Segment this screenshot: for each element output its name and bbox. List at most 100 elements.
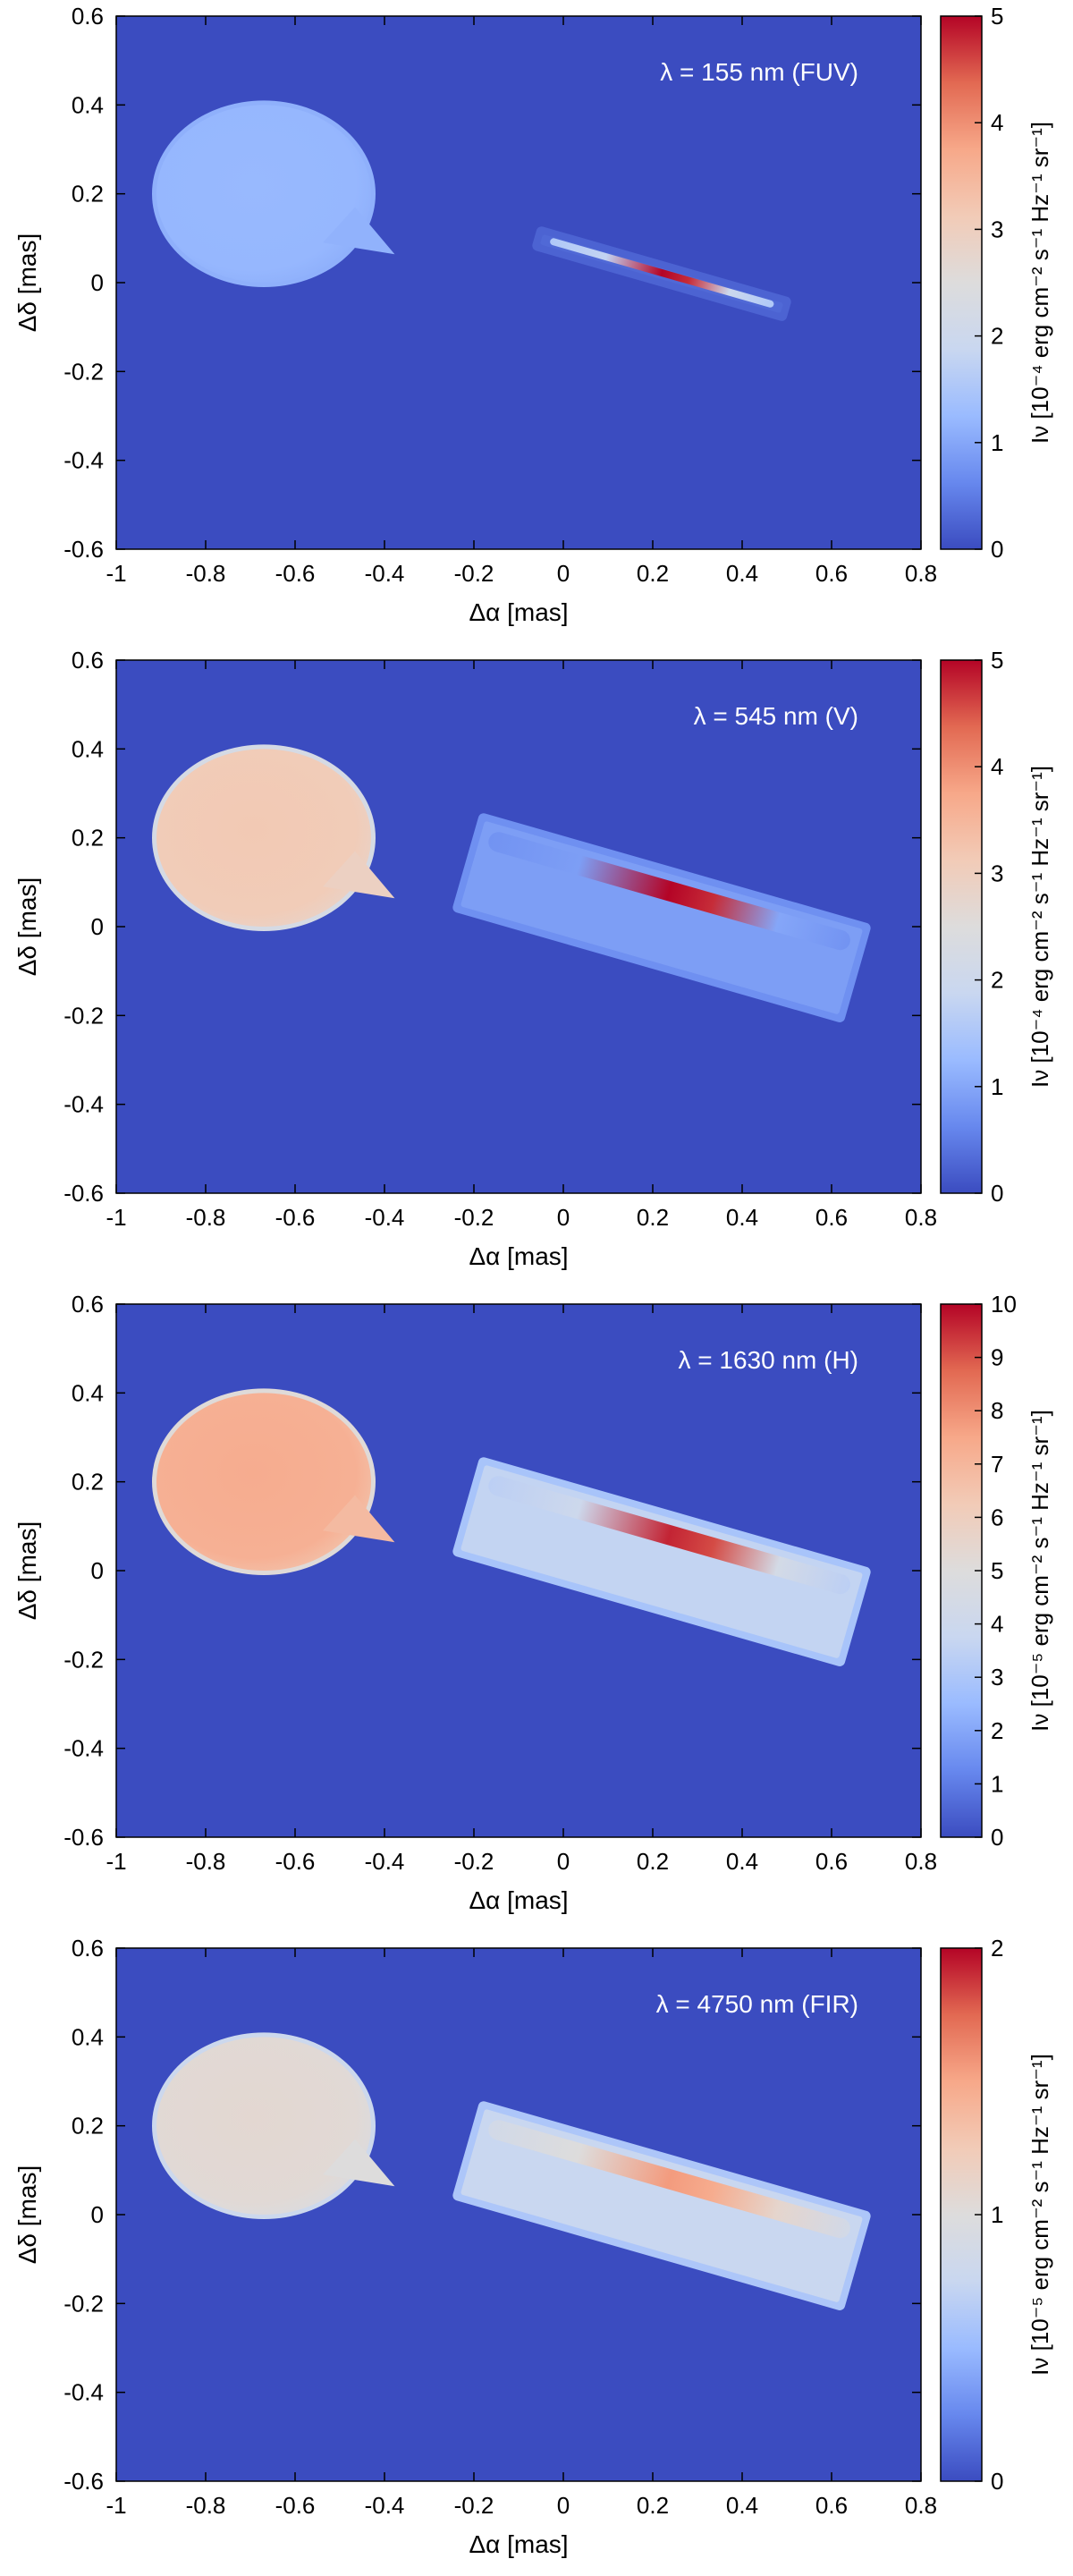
disk-group bbox=[452, 813, 871, 1022]
y-axis-label: Δδ [mas] bbox=[13, 233, 41, 333]
colorbar-tick-label: 6 bbox=[991, 1504, 1003, 1530]
x-tick-label: 0.6 bbox=[815, 560, 848, 587]
colorbar-label: Iν [10⁻⁴ erg cm⁻² s⁻¹ Hz⁻¹ sr⁻¹] bbox=[1027, 122, 1053, 444]
star-blob bbox=[156, 749, 371, 927]
y-tick-label: -0.4 bbox=[63, 1091, 104, 1118]
colorbar-tick-label: 3 bbox=[991, 216, 1003, 242]
x-tick-label: 0.8 bbox=[905, 1848, 937, 1875]
x-tick-label: -0.6 bbox=[275, 560, 316, 587]
y-tick-label: 0 bbox=[91, 2201, 104, 2228]
x-tick-label: 0.2 bbox=[637, 1204, 669, 1231]
chart-panel-3: -1 -0.8 -0.6 -0.4 -0.2 0 0.2 0.4 0.6 0.8 0.6 0.4 0.2… bbox=[13, 1291, 1053, 1914]
x-tick-label: -1 bbox=[106, 1204, 126, 1231]
y-axis-label: Δδ [mas] bbox=[13, 877, 41, 977]
y-axis-label: Δδ [mas] bbox=[13, 2165, 41, 2265]
x-tick-label: -0.8 bbox=[186, 1848, 226, 1875]
x-tick-label: -0.2 bbox=[454, 1848, 494, 1875]
colorbar-tick-label: 0 bbox=[991, 1824, 1003, 1851]
y-tick-label: -0.6 bbox=[63, 2468, 104, 2495]
y-tick-label: -0.2 bbox=[63, 358, 104, 385]
colorbar-tick-label: 4 bbox=[991, 753, 1003, 780]
disk-midplane-ridge bbox=[488, 832, 850, 951]
x-tick-label: 0.2 bbox=[637, 1848, 669, 1875]
colorbar-tick-label: 7 bbox=[991, 1451, 1003, 1478]
x-tick-label: 0 bbox=[557, 2492, 570, 2519]
x-tick-label: 0.4 bbox=[726, 1204, 758, 1231]
colorbar-tick-label: 4 bbox=[991, 1611, 1003, 1638]
x-tick-label: -0.2 bbox=[454, 2492, 494, 2519]
y-axis-label: Δδ [mas] bbox=[13, 1521, 41, 1621]
x-tick-label: 0.8 bbox=[905, 560, 937, 587]
panel-title: λ = 545 nm (V) bbox=[694, 702, 858, 730]
x-tick-label: 0.4 bbox=[726, 2492, 758, 2519]
colorbar-tick-label: 0 bbox=[991, 536, 1003, 563]
x-tick-label: 0.6 bbox=[815, 1204, 848, 1231]
y-tick-label: -0.4 bbox=[63, 1735, 104, 1762]
colorbar-tick-label: 9 bbox=[991, 1344, 1003, 1371]
colorbar-tick-label: 0 bbox=[991, 2468, 1003, 2495]
x-axis-label: Δα [mas] bbox=[469, 1242, 568, 1270]
y-tick-label: 0.2 bbox=[72, 2113, 104, 2140]
x-tick-label: 0 bbox=[557, 560, 570, 587]
star-blob bbox=[156, 2037, 371, 2215]
y-tick-label: 0.6 bbox=[72, 1935, 104, 1962]
x-tick-label: -1 bbox=[106, 1848, 126, 1875]
chart-panel-1: -1 -0.8 -0.6 -0.4 -0.2 0 0.2 0.4 0.6 0.8 0.6 0.4 0.2… bbox=[13, 3, 1053, 626]
colorbar-tick-label: 1 bbox=[991, 1770, 1003, 1797]
x-tick-label: -0.8 bbox=[186, 1204, 226, 1231]
y-tick-label: 0.6 bbox=[72, 1291, 104, 1318]
colorbar-label: Iν [10⁻⁵ erg cm⁻² s⁻¹ Hz⁻¹ sr⁻¹] bbox=[1027, 2054, 1053, 2376]
colorbar-label: Iν [10⁻⁴ erg cm⁻² s⁻¹ Hz⁻¹ sr⁻¹] bbox=[1027, 766, 1053, 1088]
x-tick-label: -0.4 bbox=[365, 1848, 405, 1875]
y-tick-label: 0 bbox=[91, 913, 104, 940]
panel-title: λ = 1630 nm (H) bbox=[678, 1346, 858, 1374]
x-tick-label: -0.4 bbox=[365, 1204, 405, 1231]
chart-panel-2: -1 -0.8 -0.6 -0.4 -0.2 0 0.2 0.4 0.6 0.8 0.6 0.4 0.2… bbox=[13, 647, 1053, 1270]
x-tick-label: 0 bbox=[557, 1204, 570, 1231]
colorbar-tick-label: 2 bbox=[991, 967, 1003, 994]
y-tick-label: 0.6 bbox=[72, 3, 104, 30]
x-tick-label: -0.8 bbox=[186, 560, 226, 587]
disk-group bbox=[452, 1457, 871, 1666]
y-tick-label: -0.4 bbox=[63, 447, 104, 474]
colorbar-tick-label: 2 bbox=[991, 323, 1003, 350]
y-tick-label: 0.2 bbox=[72, 825, 104, 852]
disk-group bbox=[452, 2101, 871, 2310]
y-tick-label: 0.4 bbox=[72, 1379, 104, 1406]
y-tick-label: 0.4 bbox=[72, 735, 104, 762]
colorbar-label: Iν [10⁻⁵ erg cm⁻² s⁻¹ Hz⁻¹ sr⁻¹] bbox=[1027, 1410, 1053, 1732]
colorbar-tick-label: 8 bbox=[991, 1397, 1003, 1424]
colorbar-tick-label: 2 bbox=[991, 1935, 1003, 1962]
x-tick-label: 0.2 bbox=[637, 560, 669, 587]
x-tick-label: -0.4 bbox=[365, 560, 405, 587]
x-axis-label: Δα [mas] bbox=[469, 1886, 568, 1914]
star-tip bbox=[323, 851, 395, 899]
x-axis-label: Δα [mas] bbox=[469, 598, 568, 626]
x-tick-label: -0.6 bbox=[275, 2492, 316, 2519]
x-tick-label: -1 bbox=[106, 2492, 126, 2519]
x-tick-label: -0.4 bbox=[365, 2492, 405, 2519]
x-tick-label: 0.4 bbox=[726, 1848, 758, 1875]
colorbar-tick-label: 1 bbox=[991, 2201, 1003, 2228]
disk-group bbox=[532, 226, 791, 321]
y-tick-label: 0 bbox=[91, 269, 104, 296]
y-tick-label: 0 bbox=[91, 1557, 104, 1584]
y-tick-label: -0.2 bbox=[63, 2290, 104, 2317]
y-tick-label: 0.4 bbox=[72, 91, 104, 118]
y-tick-label: -0.6 bbox=[63, 1824, 104, 1851]
x-tick-label: 0.2 bbox=[637, 2492, 669, 2519]
colorbar-tick-label: 3 bbox=[991, 860, 1003, 886]
y-tick-label: 0.2 bbox=[72, 181, 104, 208]
y-tick-label: -0.2 bbox=[63, 1002, 104, 1029]
disk-midplane-ridge bbox=[488, 2120, 850, 2239]
y-tick-label: 0.2 bbox=[72, 1469, 104, 1496]
y-tick-label: -0.6 bbox=[63, 1180, 104, 1207]
star-blob bbox=[156, 1393, 371, 1571]
x-tick-label: 0.6 bbox=[815, 1848, 848, 1875]
x-tick-label: -1 bbox=[106, 560, 126, 587]
star-tip bbox=[323, 2139, 395, 2187]
panel-title: λ = 4750 nm (FIR) bbox=[656, 1990, 858, 2018]
colorbar-tick-label: 1 bbox=[991, 1073, 1003, 1100]
colorbar bbox=[940, 1303, 983, 1838]
disk-midplane-ridge bbox=[488, 1476, 850, 1595]
